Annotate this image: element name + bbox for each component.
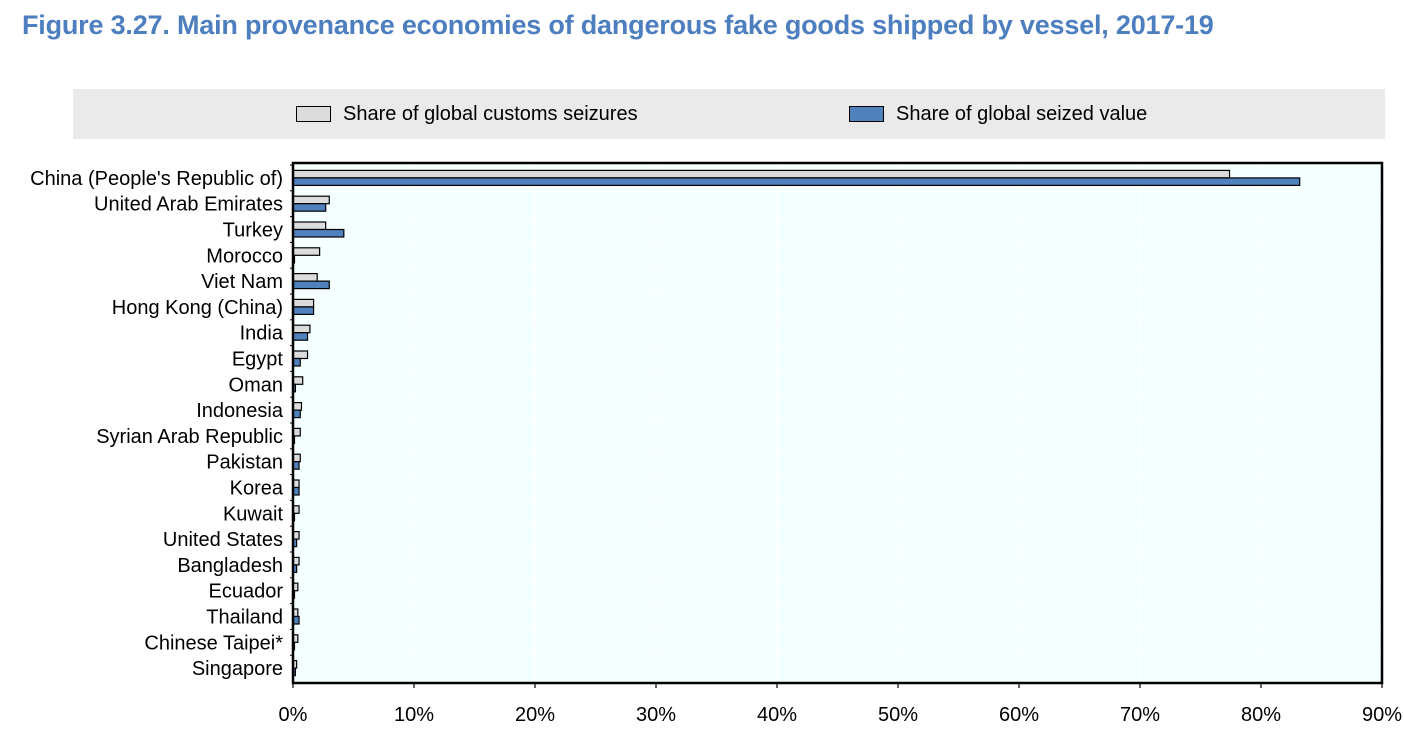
x-tick-label: 0% — [279, 704, 308, 726]
category-label: China (People's Republic of) — [30, 168, 283, 190]
bar-value — [292, 177, 1301, 186]
category-label: Syrian Arab Republic — [96, 426, 283, 448]
category-label: Pakistan — [206, 452, 283, 474]
category-label: United Arab Emirates — [94, 194, 283, 216]
category-label: United States — [163, 529, 283, 551]
legend-item-seizures: Share of global customs seizures — [296, 89, 638, 139]
category-label: Turkey — [223, 220, 283, 242]
bar-seizures — [292, 221, 327, 231]
category-label: Thailand — [206, 607, 283, 629]
x-tick-label: 20% — [515, 704, 555, 726]
x-tick-label: 10% — [394, 704, 434, 726]
category-label: Morocco — [206, 245, 283, 267]
bar-seizures — [292, 169, 1231, 179]
x-tick-label: 90% — [1362, 704, 1402, 726]
x-axis-ticks: 0% 10% 20% 30% 40% 50% 60% 70% 80% 90% — [279, 683, 1402, 726]
category-label: Indonesia — [196, 400, 284, 422]
bar-value — [292, 306, 315, 315]
bar-value — [292, 228, 345, 238]
gridlines — [293, 163, 1382, 683]
x-tick-label: 30% — [636, 704, 676, 726]
bar-seizures — [292, 350, 309, 360]
category-label: Hong Kong (China) — [112, 297, 283, 319]
category-label: Kuwait — [223, 503, 283, 525]
category-label: Chinese Taipei* — [144, 632, 283, 654]
bar-seizures — [292, 298, 315, 308]
bar-seizures — [292, 376, 304, 385]
category-label: Ecuador — [209, 581, 284, 603]
legend-swatch-seizures — [296, 106, 331, 122]
category-label: Korea — [230, 478, 284, 500]
legend: Share of global customs seizures Share o… — [73, 89, 1385, 139]
bar-seizures — [292, 402, 303, 411]
x-tick-label: 80% — [1241, 704, 1281, 726]
bar-value — [292, 332, 309, 341]
bar-seizures — [292, 324, 311, 334]
category-labels: China (People's Republic of) United Arab … — [30, 164, 293, 680]
bar-value — [292, 280, 330, 290]
bar-seizures — [292, 247, 321, 256]
x-tick-label: 70% — [1120, 704, 1160, 726]
category-label: Egypt — [232, 349, 284, 371]
bar-seizures — [292, 273, 318, 282]
legend-swatch-value — [849, 106, 884, 122]
legend-label-seizures: Share of global customs seizures — [343, 102, 638, 125]
category-label: Oman — [229, 374, 283, 396]
category-label: Viet Nam — [201, 271, 283, 293]
bar-value — [292, 203, 327, 212]
category-label: Bangladesh — [177, 555, 283, 577]
x-tick-label: 40% — [757, 704, 797, 726]
legend-label-value: Share of global seized value — [896, 102, 1148, 125]
x-tick-label: 50% — [878, 704, 918, 726]
plot-frame — [291, 161, 1384, 685]
bar-seizures — [292, 195, 330, 205]
x-tick-label: 60% — [999, 704, 1039, 726]
category-label: Singapore — [192, 658, 283, 680]
legend-item-value: Share of global seized value — [849, 89, 1147, 139]
category-label: India — [240, 323, 284, 345]
chart-title: Figure 3.27. Main provenance economies o… — [22, 10, 1214, 40]
